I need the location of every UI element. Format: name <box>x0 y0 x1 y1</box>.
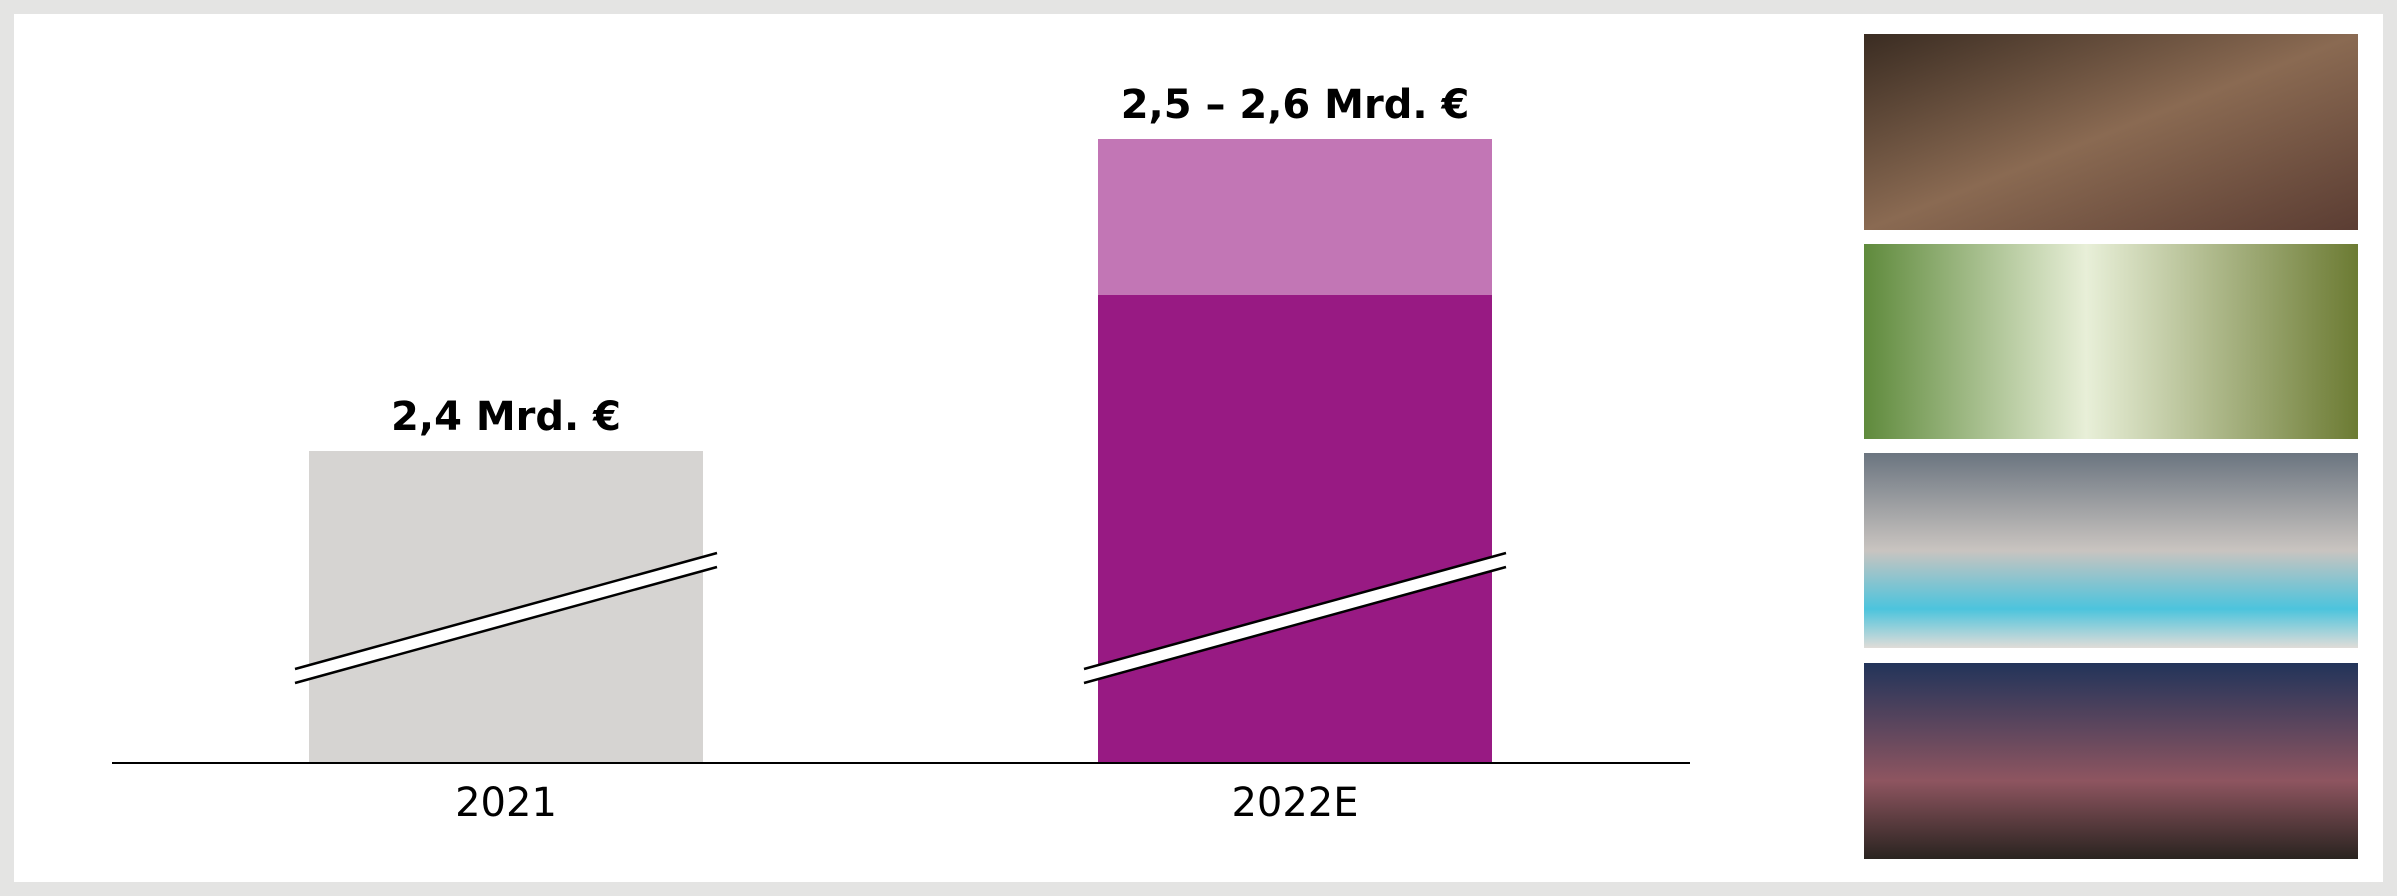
axis-break-line <box>294 565 718 685</box>
axis-break-line <box>1083 565 1507 685</box>
bar-range <box>1098 139 1492 295</box>
axis-break <box>295 553 717 683</box>
axis-break-line <box>1083 551 1507 671</box>
photo <box>1864 244 2358 439</box>
bar <box>1098 295 1492 763</box>
photo <box>1864 34 2358 230</box>
value-label: 2,4 Mrd. € <box>391 394 621 440</box>
axis-break-line <box>294 551 718 671</box>
x-tick-label: 2022E <box>1231 780 1358 826</box>
value-label: 2,5 – 2,6 Mrd. € <box>1121 82 1470 128</box>
photo <box>1864 663 2358 859</box>
axis-break <box>1084 553 1506 683</box>
bar <box>309 451 703 763</box>
photo <box>1864 453 2358 648</box>
x-tick-label: 2021 <box>455 780 557 826</box>
